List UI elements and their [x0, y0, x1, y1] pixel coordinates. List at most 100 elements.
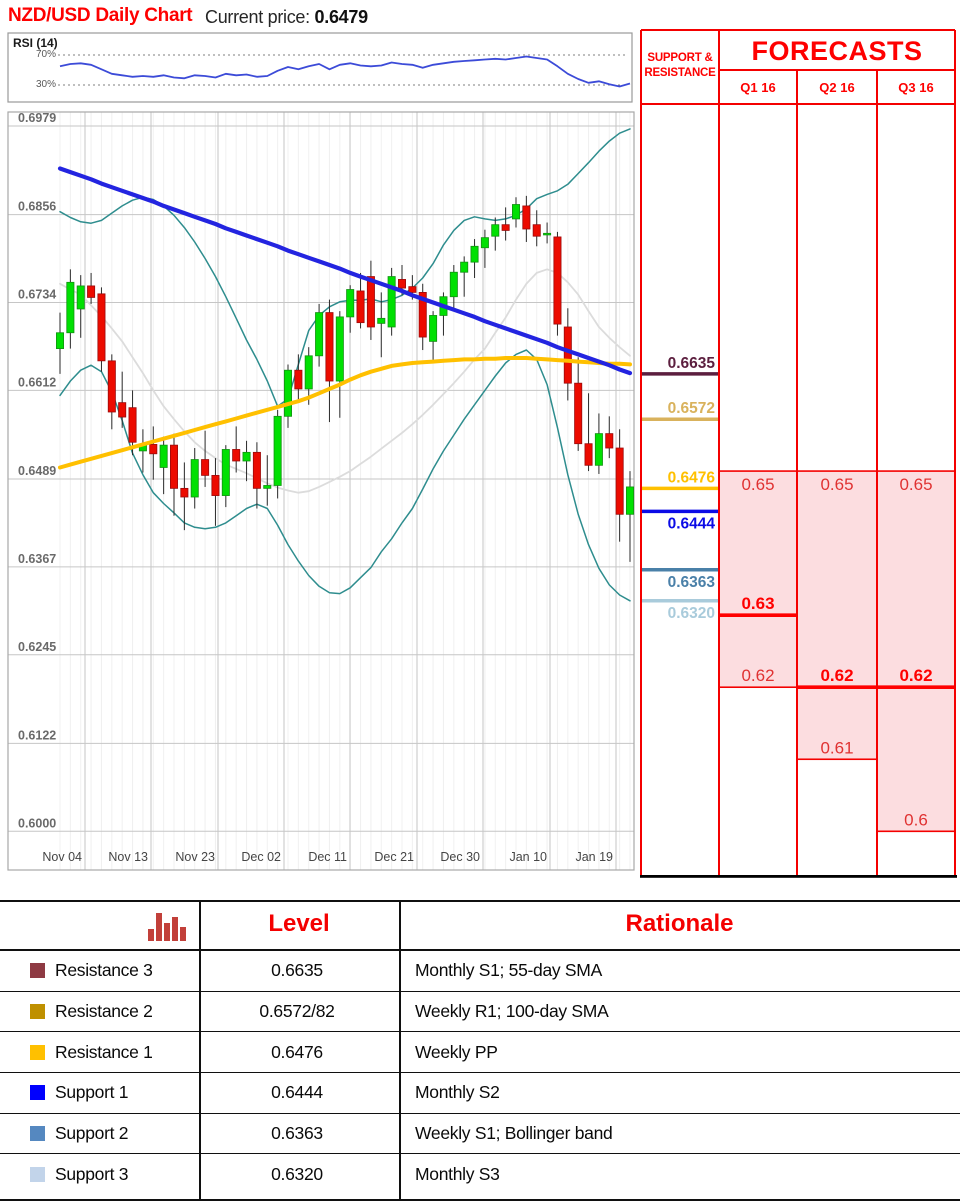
- x-axis-tick-label: Jan 19: [575, 850, 613, 864]
- level-column-header: Level: [268, 910, 330, 937]
- candle-down: [169, 444, 178, 489]
- candle-up: [335, 316, 344, 382]
- x-axis-tick-label: Nov 13: [108, 850, 148, 864]
- candle-up: [304, 355, 313, 390]
- support-resistance-header-line1: SUPPORT &: [647, 52, 713, 64]
- level-color-swatch: [30, 1085, 45, 1101]
- candle-up: [449, 271, 458, 298]
- x-axis-tick-label: Jan 10: [509, 850, 547, 864]
- candle-up: [377, 317, 386, 324]
- sr-level-label: 0.6572: [668, 400, 715, 417]
- candle-down: [553, 236, 562, 325]
- forecast-point-label: 0.63: [741, 594, 774, 613]
- table-divider: [399, 902, 401, 1199]
- support-resistance-header-line2: RESISTANCE: [644, 66, 716, 79]
- x-axis-tick-label: Dec 02: [241, 850, 281, 864]
- levels-rationale-table: Level Rationale Resistance 3 0.6635 Monthl…: [0, 900, 960, 1201]
- level-rationale: Monthly S2: [415, 1082, 500, 1103]
- candle-up: [273, 415, 282, 486]
- candle-down: [563, 326, 572, 384]
- candle-down: [408, 286, 417, 293]
- y-axis-tick-label: 0.6612: [18, 375, 56, 389]
- candle-down: [574, 382, 583, 445]
- page-title: NZD/USD Daily Chart: [8, 5, 193, 26]
- forecast-high-label: 0.65: [741, 475, 774, 494]
- candle-up: [512, 204, 521, 220]
- candle-down: [118, 402, 127, 418]
- current-price-value: 0.6479: [314, 7, 369, 27]
- panel-bottom-border: [640, 875, 957, 878]
- sr-level-label: 0.6320: [668, 605, 715, 622]
- y-axis-tick-label: 0.6979: [18, 111, 56, 125]
- candle-down: [107, 360, 116, 413]
- level-color-swatch: [30, 1126, 45, 1142]
- forecast-high-label: 0.65: [820, 475, 853, 494]
- candle-down: [418, 292, 427, 338]
- forecast-low-label: 0.61: [820, 738, 853, 757]
- level-rationale: Monthly S3: [415, 1163, 500, 1184]
- candle-up: [190, 459, 199, 498]
- forecast-column-header-q2: Q2 16: [819, 80, 855, 95]
- level-color-swatch: [30, 1166, 45, 1182]
- sr-level-label: 0.6363: [668, 574, 716, 591]
- candle-up: [491, 224, 500, 237]
- candle-down: [128, 407, 137, 443]
- candle-down: [605, 433, 614, 449]
- candle-up: [56, 332, 65, 349]
- rationale-column-header: Rationale: [625, 910, 734, 937]
- candle-up: [429, 315, 438, 342]
- x-axis-tick-label: Nov 04: [42, 850, 82, 864]
- y-axis-tick-label: 0.6856: [18, 200, 56, 214]
- sr-level-label: 0.6444: [668, 515, 716, 532]
- candle-up: [387, 276, 396, 328]
- y-axis-tick-label: 0.6000: [18, 816, 56, 830]
- candle-down: [615, 447, 624, 515]
- candle-down: [180, 487, 189, 498]
- y-axis-tick-label: 0.6245: [18, 640, 56, 654]
- forecast-band: [876, 470, 956, 833]
- sma20-line: [59, 268, 631, 494]
- level-name: Support 3: [55, 1163, 129, 1184]
- table-row: Support 2 0.6363 Weekly S1; Bollinger band: [0, 1112, 960, 1154]
- y-axis-tick-label: 0.6122: [18, 728, 56, 742]
- levels-table-header-row: Level Rationale: [0, 902, 960, 951]
- candle-up: [283, 369, 292, 417]
- forecast-low-label: 0.62: [741, 666, 774, 685]
- candle-down: [532, 224, 541, 237]
- candle-down: [356, 290, 365, 324]
- level-color-swatch: [30, 963, 45, 979]
- candle-up: [242, 451, 251, 462]
- support-resistance-header: SUPPORT & RESISTANCE: [641, 51, 719, 81]
- candle-down: [87, 285, 96, 298]
- level-rationale: Weekly R1; 100-day SMA: [415, 1001, 609, 1022]
- bar-chart-icon: [148, 913, 186, 941]
- rsi-panel-frame: [7, 32, 633, 103]
- y-axis-tick-label: 0.6367: [18, 552, 56, 566]
- forecast-point-label: 0.62: [899, 666, 932, 685]
- level-rationale: Weekly PP: [415, 1041, 498, 1062]
- candle-up: [315, 312, 324, 357]
- x-axis-tick-label: Dec 11: [308, 850, 347, 864]
- candle-down: [97, 293, 106, 362]
- level-name: Resistance 3: [55, 960, 153, 981]
- x-axis-tick-label: Dec 30: [440, 850, 480, 864]
- candle-down: [397, 279, 406, 289]
- sma100-line: [58, 356, 632, 470]
- candle-up: [76, 285, 85, 310]
- y-axis-tick-label: 0.6489: [18, 464, 56, 478]
- sr-level-label: 0.6635: [668, 355, 716, 372]
- rsi-upper-threshold-label: 70%: [35, 49, 56, 60]
- level-color-swatch: [30, 1004, 45, 1020]
- level-name: Support 2: [55, 1123, 129, 1144]
- candle-down: [211, 474, 220, 496]
- table-row: Resistance 2 0.6572/82 Weekly R1; 100-day …: [0, 990, 960, 1032]
- candle-down: [232, 449, 241, 462]
- forecast-column-header-q3: Q3 16: [898, 80, 934, 95]
- candle-down: [501, 224, 510, 231]
- bollinger-lower-band: [59, 349, 631, 602]
- levels-table-body: Resistance 3 0.6635 Monthly S1; 55-day SMA…: [0, 951, 960, 1194]
- rsi-line: [59, 55, 631, 88]
- y-axis-tick-label: 0.6734: [18, 287, 56, 301]
- level-value: 0.6444: [271, 1082, 323, 1103]
